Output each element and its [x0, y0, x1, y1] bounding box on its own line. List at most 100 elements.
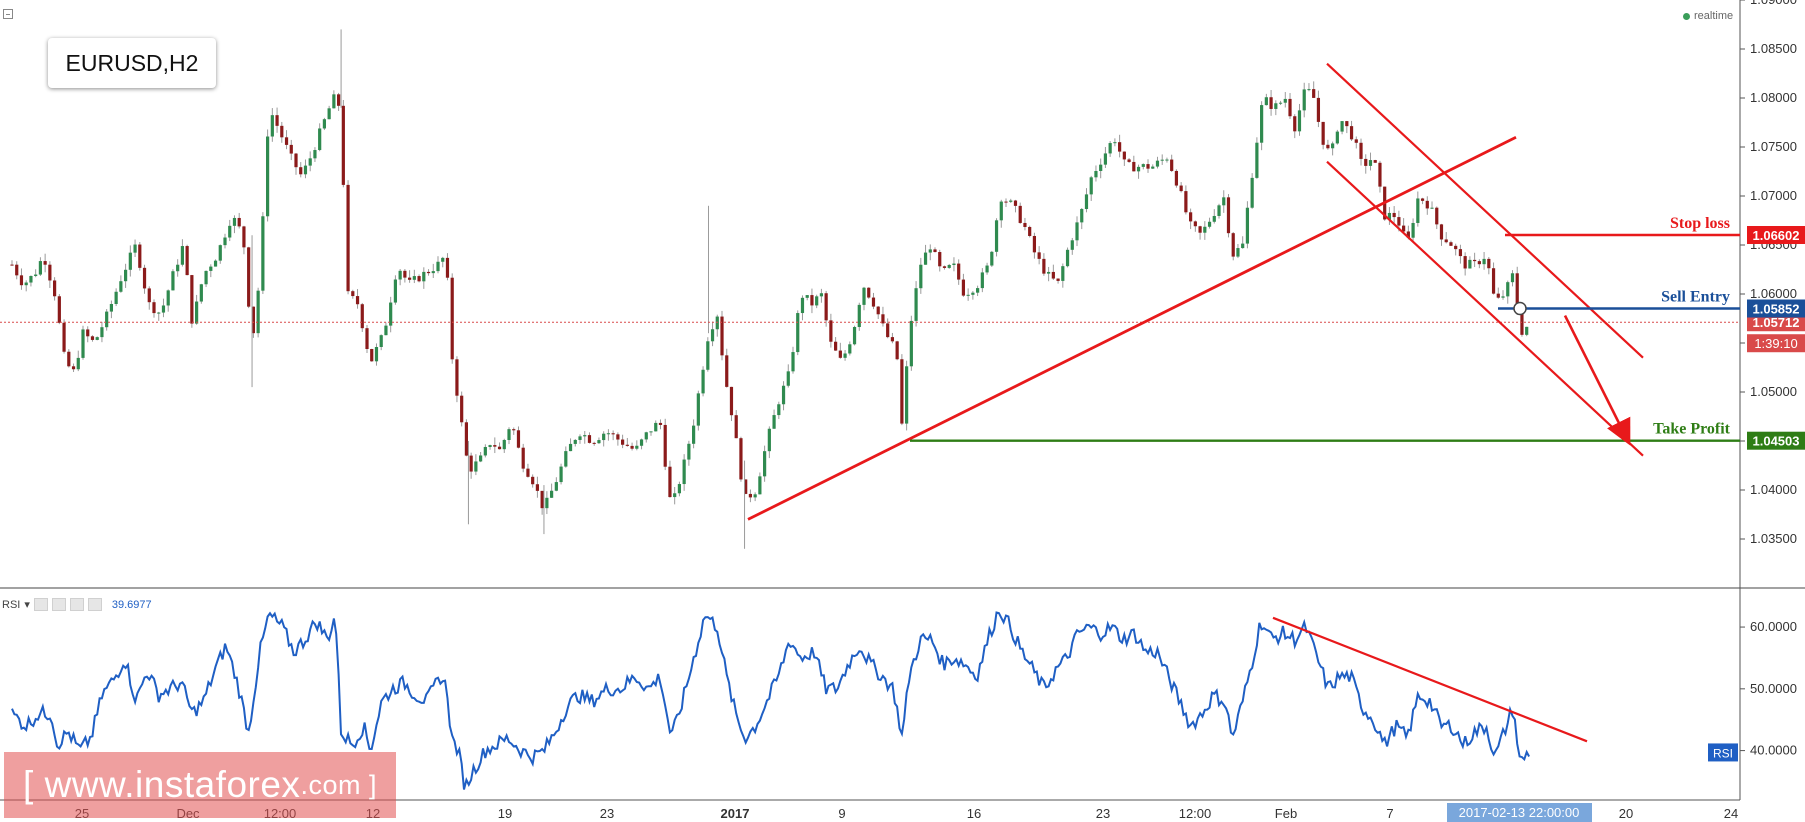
candle-body: [545, 497, 549, 509]
candle-body: [682, 459, 686, 485]
candle-body: [1439, 224, 1444, 240]
candle-body: [1250, 177, 1254, 208]
candle-body: [1288, 98, 1292, 117]
rsi-plus-icon[interactable]: [69, 598, 84, 611]
rsi-settings-icon[interactable]: [51, 598, 66, 611]
candle-body: [1151, 166, 1155, 169]
candle-body: [455, 359, 459, 396]
time-tick-label: 23: [1096, 806, 1110, 821]
rsi-title: RSI: [2, 598, 21, 611]
candle-body: [341, 105, 345, 185]
candle-body: [426, 271, 431, 274]
candle-body: [507, 429, 511, 440]
candle-body: [161, 305, 166, 313]
candle-body: [67, 351, 71, 367]
candle-body: [1222, 197, 1226, 206]
rsi-tick-label: 60.0000: [1750, 619, 1797, 634]
rsi-pane[interactable]: [11, 611, 1530, 790]
candle-body: [999, 201, 1003, 221]
rsi-axis-badge-label: RSI: [1713, 746, 1733, 760]
candle-body: [318, 128, 322, 151]
candle-body: [564, 451, 568, 467]
candle-body: [223, 237, 227, 246]
rsi-close-icon[interactable]: [87, 598, 102, 611]
candle-body: [322, 119, 327, 129]
candle-body: [479, 455, 483, 462]
candle-body: [1335, 131, 1339, 144]
candle-body: [976, 288, 980, 293]
candle-body: [677, 484, 682, 494]
countdown-badge: [1747, 334, 1805, 353]
candle-body: [408, 277, 412, 280]
candle-body: [554, 482, 558, 491]
candle-body: [1425, 200, 1429, 209]
candle-body: [147, 288, 151, 303]
candle-body: [171, 271, 175, 291]
candle-body: [119, 281, 123, 292]
candle-body: [597, 440, 601, 444]
candle-body: [748, 493, 753, 498]
candle-body: [53, 280, 57, 297]
rsi-eye-icon[interactable]: [33, 598, 48, 611]
candle-body: [791, 352, 795, 372]
candle-body: [15, 264, 19, 276]
candle-body: [1089, 177, 1093, 195]
channel-upper-line: [1326, 62, 1644, 359]
candle-body: [1217, 205, 1221, 216]
candle-body: [805, 295, 809, 298]
candle-body: [635, 445, 639, 449]
realtime-dot-icon: [1683, 12, 1690, 20]
candle-body: [1231, 233, 1235, 257]
candle-body: [34, 274, 38, 276]
candle-body: [739, 438, 743, 480]
candle-body: [1364, 158, 1368, 166]
rsi-dropdown-icon[interactable]: ▾: [24, 599, 30, 611]
candle-body: [767, 428, 771, 452]
realtime-indicator: realtime: [1683, 10, 1733, 22]
level-badge: [1747, 226, 1805, 245]
candle-body: [242, 226, 246, 248]
candle-body: [417, 276, 421, 282]
candle-body: [668, 466, 672, 498]
candle-body: [464, 422, 469, 456]
price-tick-label: 1.07000: [1750, 188, 1797, 203]
candle-body: [370, 349, 374, 362]
candle-body: [654, 422, 658, 432]
time-tick-label: 24: [1724, 806, 1738, 821]
candle-body: [526, 468, 530, 477]
projection-arrow: [1563, 314, 1631, 446]
support-trendline: [747, 135, 1517, 521]
candle-body: [237, 217, 241, 227]
candle-body: [1065, 249, 1070, 267]
candle-body: [1278, 102, 1283, 104]
candle-body: [1340, 121, 1344, 132]
candle-body: [1094, 170, 1098, 178]
candle-body: [365, 328, 369, 350]
candle-body: [720, 316, 724, 356]
candle-body: [1525, 326, 1529, 335]
candle-body: [1122, 151, 1126, 160]
price-tick-label: 1.08000: [1750, 90, 1797, 105]
candle-body: [313, 150, 317, 159]
candle-body: [673, 493, 677, 498]
candle-body: [1411, 222, 1415, 238]
candle-body: [483, 446, 487, 456]
candle-body: [881, 314, 885, 324]
candle-body: [379, 335, 383, 348]
candle-body: [583, 435, 587, 437]
candle-body: [540, 490, 544, 509]
price-pane[interactable]: [10, 29, 1529, 549]
price-tick-label: 1.07500: [1750, 139, 1797, 154]
candle-body: [696, 393, 700, 426]
candle-body: [644, 432, 648, 440]
level-value-label: 1.06602: [1753, 228, 1800, 243]
last-price-label: 1.05712: [1753, 315, 1800, 330]
candle-body: [521, 447, 525, 469]
collapse-icon[interactable]: [3, 9, 13, 19]
candle-body: [1463, 256, 1467, 269]
candle-body: [1510, 273, 1515, 283]
candle-body: [374, 347, 379, 362]
candle-body: [512, 429, 516, 431]
candle-body: [327, 108, 331, 120]
